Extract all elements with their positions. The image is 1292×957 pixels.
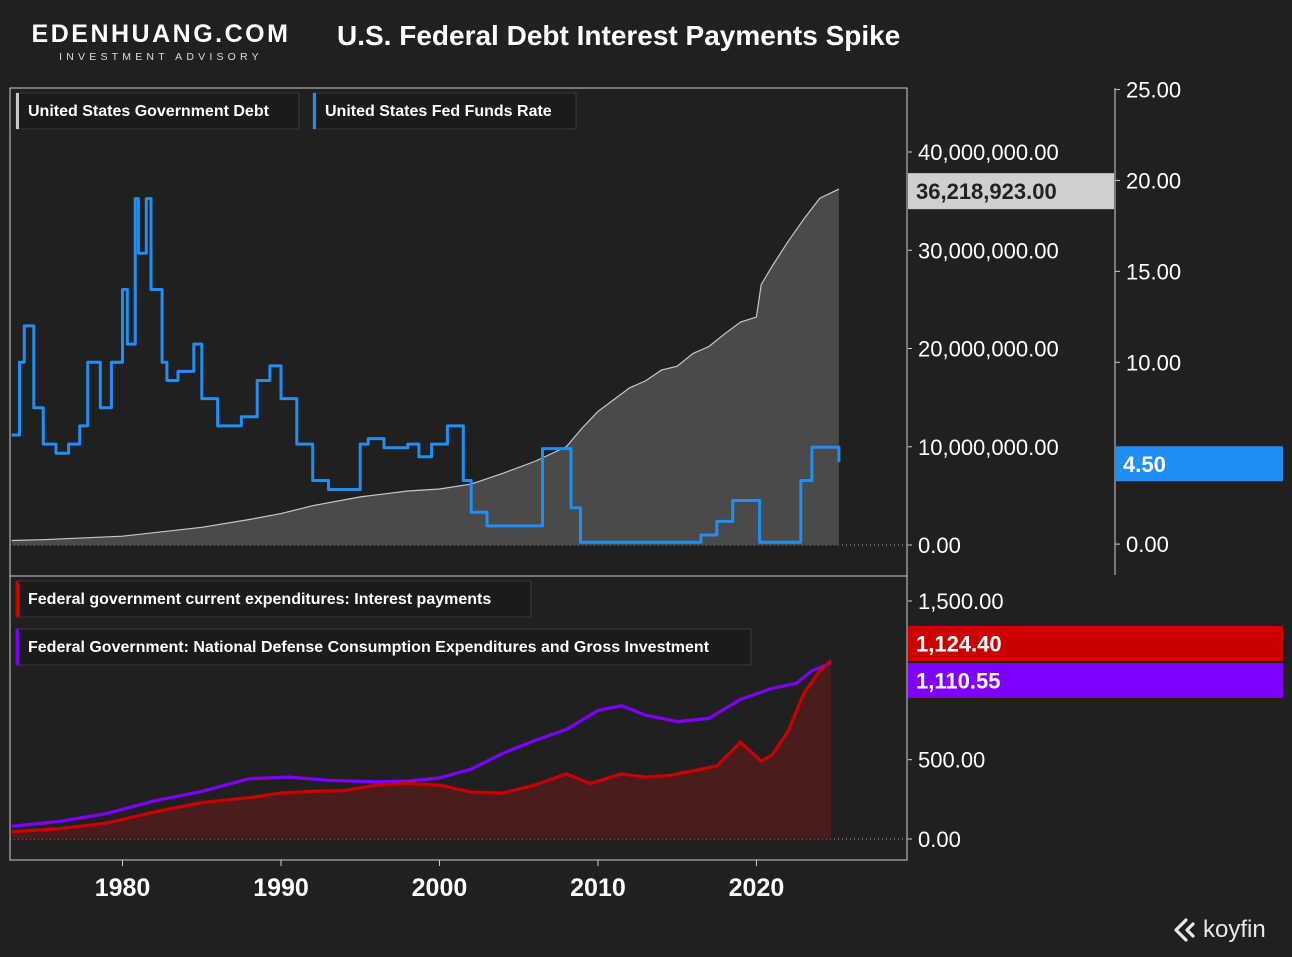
legend-defense-swatch [16, 629, 19, 665]
legend-debt-swatch [16, 93, 19, 129]
fed-funds-line [11, 197, 841, 544]
fed-axis-tick: 25.00 [1126, 78, 1181, 103]
bottom-panel-frame [9, 575, 908, 861]
legend-interest-swatch [16, 581, 19, 617]
page-title: U.S. Federal Debt Interest Payments Spik… [337, 20, 901, 51]
interest-value-tag: 1,124.40 [916, 632, 1002, 657]
interest-area [11, 660, 831, 839]
x-axis-tick: 1990 [253, 874, 309, 902]
brand-tagline: INVESTMENT ADVISORY [59, 51, 263, 63]
x-axis-tick: 2010 [570, 874, 626, 902]
debt-line [11, 188, 840, 542]
debt-axis-tick: 20,000,000.00 [918, 337, 1059, 362]
x-axis-tick: 2020 [729, 874, 785, 902]
legend-debt-box [15, 92, 300, 130]
defense-value-tag: 1,110.55 [916, 669, 1000, 694]
debt-axis-tick: 30,000,000.00 [918, 238, 1059, 263]
fed-axis-tick: 10.00 [1126, 350, 1181, 375]
fed-axis-tick: 15.00 [1126, 259, 1181, 284]
fed-funds-value-tag-bg [1115, 446, 1283, 482]
legend-interest-label: Federal government current expenditures:… [28, 591, 491, 608]
bottom-axis-tick: 1,500.00 [918, 589, 1004, 614]
legend-fed-funds-label: United States Fed Funds Rate [325, 103, 552, 120]
debt-value-tag-bg [908, 173, 1114, 210]
bottom-axis-tick: 0.00 [918, 827, 961, 852]
legend-fed-funds-swatch [313, 93, 316, 129]
legend-defense-label: Federal Government: National Defense Con… [28, 639, 710, 656]
koyfin-logo: koyfin [1172, 916, 1266, 944]
legend-debt-label: United States Government Debt [28, 103, 270, 120]
debt-value-tag: 36,218,923.00 [916, 179, 1057, 204]
defense-value-tag-bg [908, 663, 1283, 698]
bottom-axis-tick: 500.00 [918, 748, 985, 773]
interest-value-tag-bg [908, 626, 1283, 661]
x-axis-tick: 1980 [95, 874, 151, 902]
debt-axis-tick: 0.00 [918, 533, 961, 558]
debt-axis-tick: 10,000,000.00 [918, 435, 1059, 460]
brand-logo: EDENHUANG.COM INVESTMENT ADVISORY [30, 20, 292, 63]
debt-area [11, 189, 839, 545]
debt-axis-tick: 40,000,000.00 [918, 140, 1059, 165]
legend-fed-funds-box [312, 92, 577, 130]
legend-interest-box [15, 580, 532, 618]
x-axis-tick: 2000 [412, 874, 468, 902]
koyfin-chevron-icon [1174, 918, 1195, 942]
interest-line [11, 659, 832, 834]
koyfin-logo-text: koyfin [1203, 916, 1266, 943]
fed-axis-tick: 20.00 [1126, 168, 1181, 193]
defense-line [11, 661, 832, 828]
fed-axis-tick: 0.00 [1126, 532, 1169, 557]
fed-funds-value-tag: 4.50 [1123, 452, 1166, 477]
brand-name: EDENHUANG.COM [31, 20, 291, 48]
